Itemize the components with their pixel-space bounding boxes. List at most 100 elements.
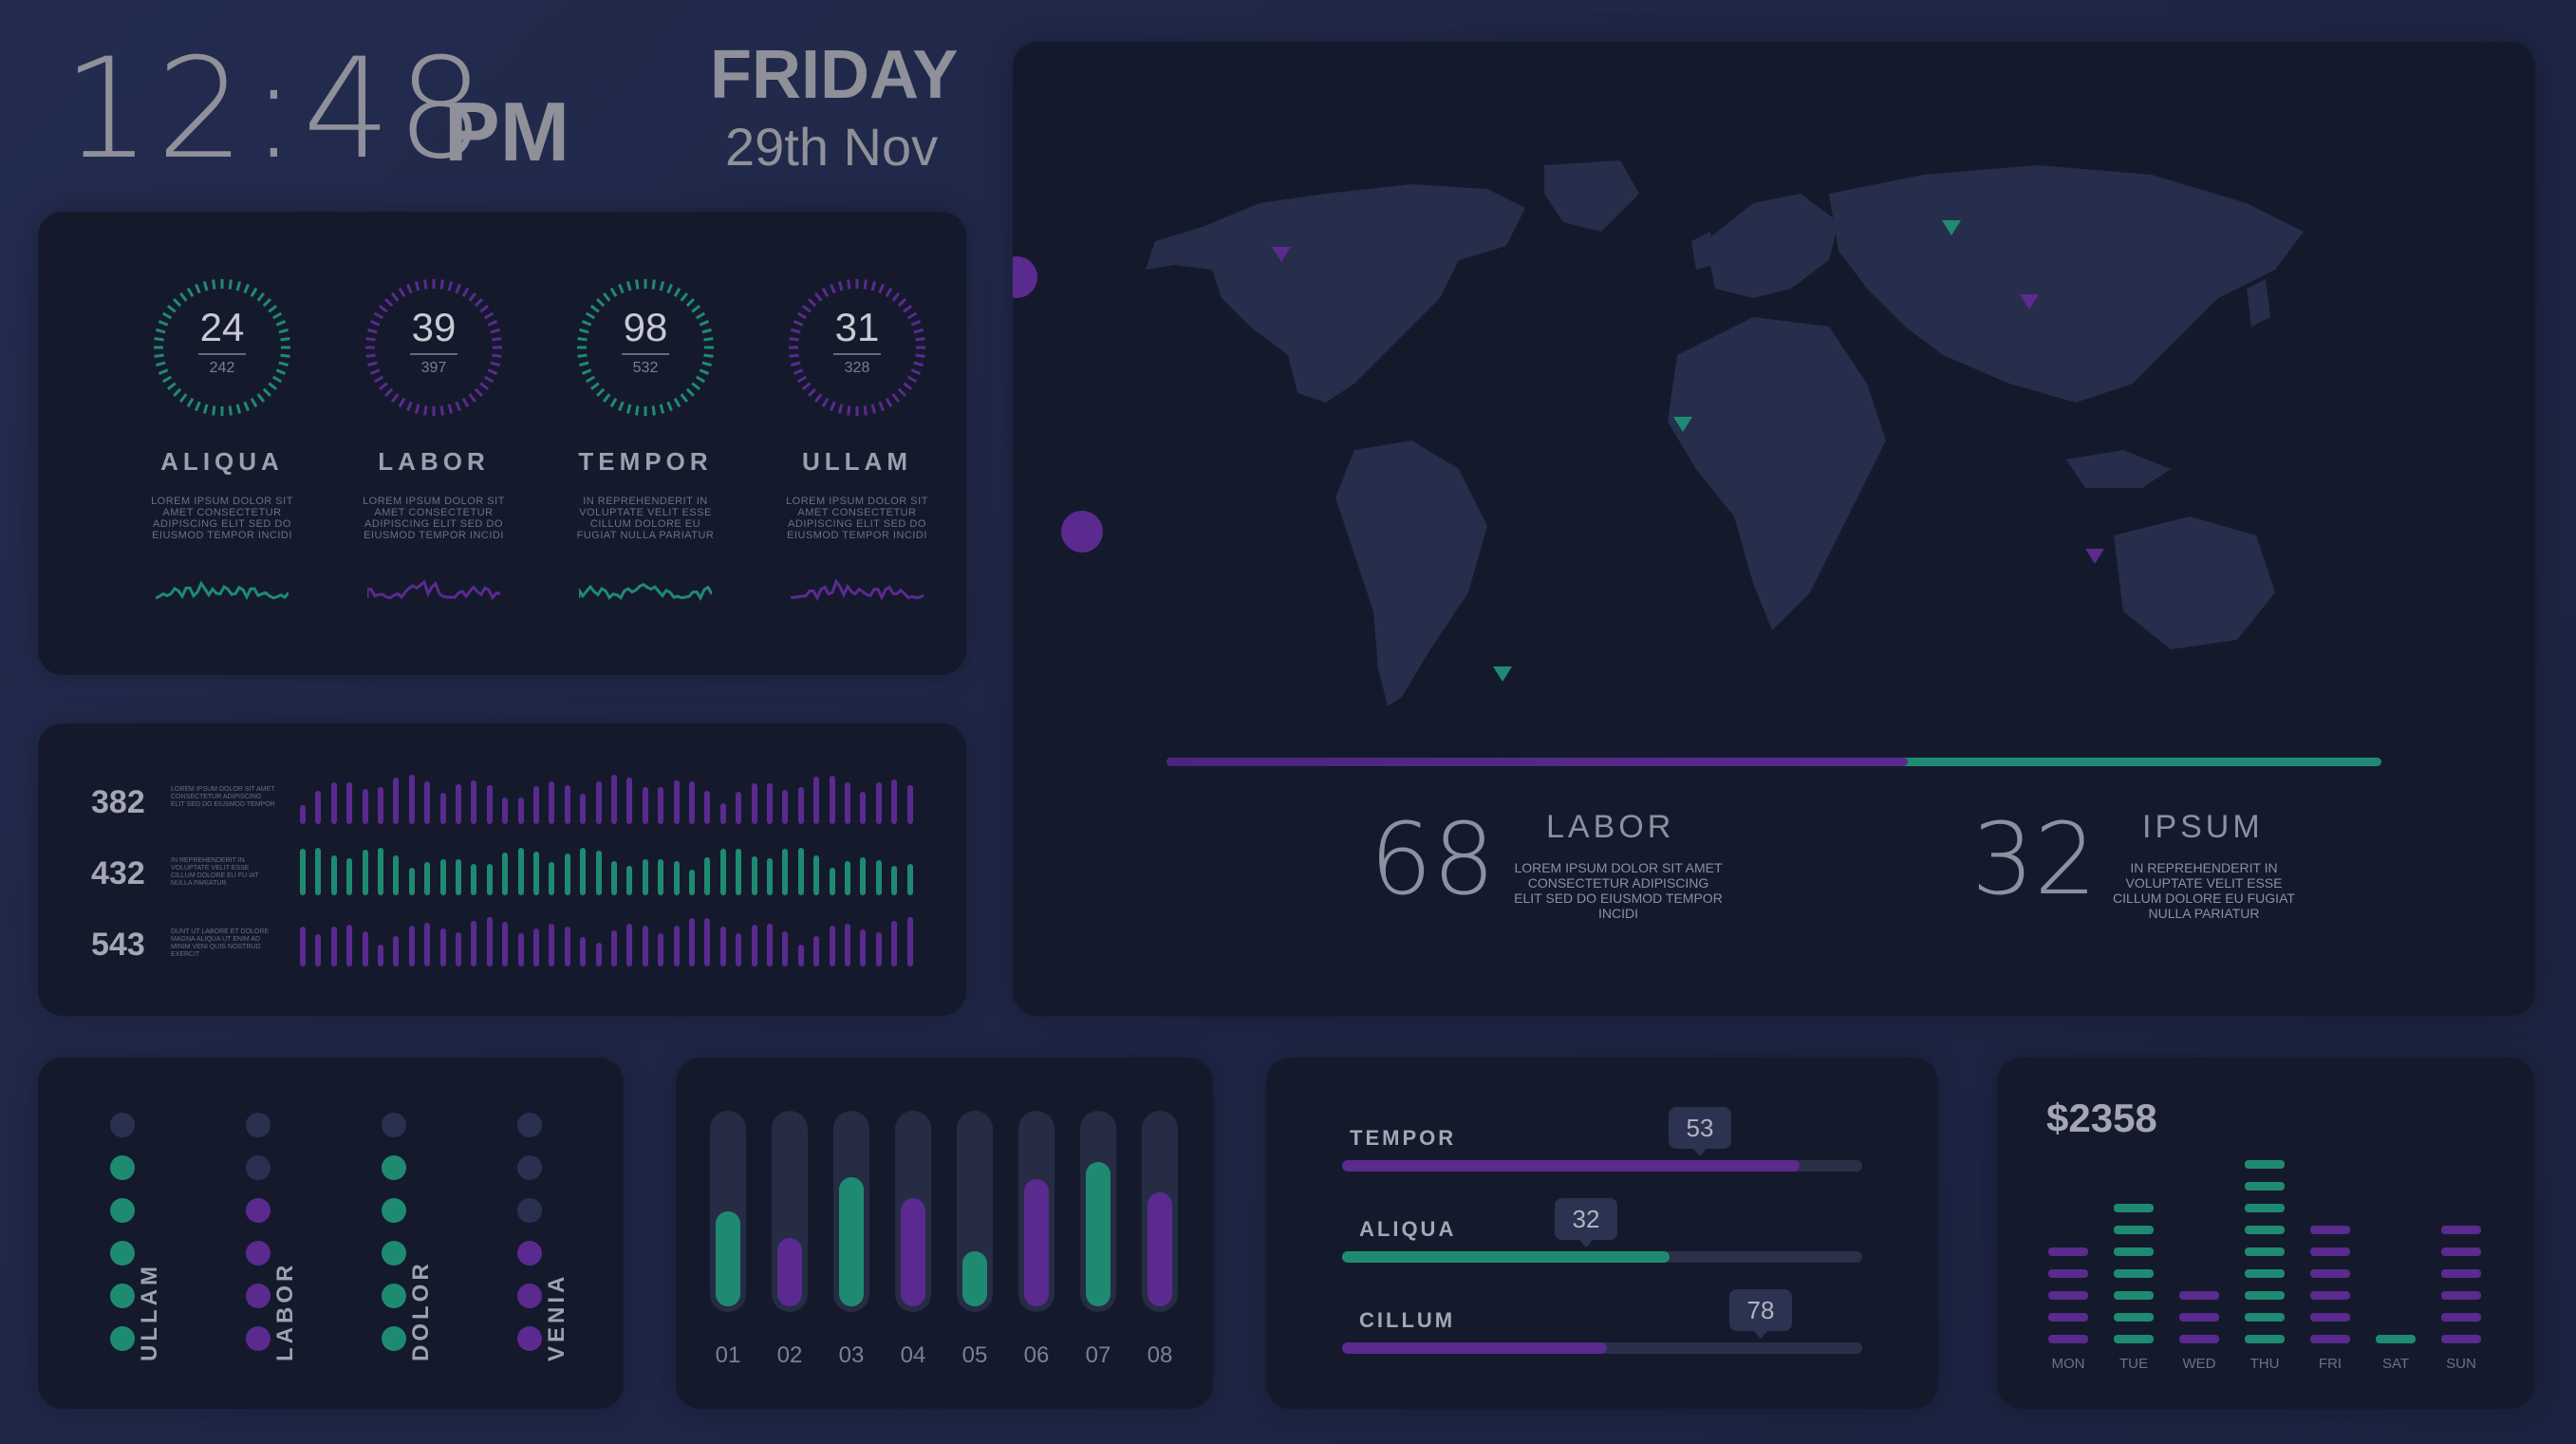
map-pin-icon[interactable] xyxy=(1013,628,1512,682)
gauge-aliqua: 24 242 ALIQUA LOREM IPSUM DOLOR SIT AMET CO… xyxy=(127,276,317,608)
map-pin-icon[interactable] xyxy=(1061,511,2104,564)
level-dot xyxy=(517,1155,542,1180)
weekly-segment xyxy=(2245,1291,2285,1300)
weekly-segment xyxy=(2048,1313,2088,1322)
row-bar xyxy=(533,928,539,966)
level-dot xyxy=(110,1284,135,1308)
map-pin-icon[interactable] xyxy=(1013,256,2039,309)
vbar-fill xyxy=(901,1198,925,1306)
row-bar xyxy=(860,792,867,824)
weekly-segment xyxy=(2245,1204,2285,1212)
vbar-track xyxy=(957,1111,993,1312)
row-bar xyxy=(486,863,493,895)
dot-column-label: LABOR xyxy=(272,1261,298,1361)
vbar-label: 07 xyxy=(1085,1342,1111,1368)
clock-time: 12:48 xyxy=(63,28,491,190)
bar-rows-panel: 382 LOREM IPSUM DOLOR SIT AMET CONSECTETU… xyxy=(38,723,966,1016)
level-dot xyxy=(110,1326,135,1351)
weekly-segment xyxy=(2310,1313,2350,1322)
row-value: 543 xyxy=(91,927,145,963)
gauge-sparkline xyxy=(367,579,500,601)
gauge-desc: LOREM IPSUM DOLOR SIT AMET CONSECTETUR A… xyxy=(786,496,928,541)
row-value: 432 xyxy=(91,855,145,891)
row-bar xyxy=(595,780,602,824)
gauge-desc: IN REPREHENDERIT IN VOLUPTATE VELIT ESSE… xyxy=(576,496,715,541)
vbar-track xyxy=(1080,1111,1116,1312)
gauge-title: ULLAM xyxy=(802,447,912,476)
row-bar xyxy=(642,925,648,966)
weekly-day-label: SUN xyxy=(2446,1356,2476,1372)
row-bar xyxy=(906,784,913,824)
vertical-bars-panel: 01 02 03 04 05 06 07 08 xyxy=(676,1058,1213,1409)
clock-ampm: PM xyxy=(444,84,569,178)
row-bar xyxy=(408,868,415,895)
row-bar xyxy=(393,854,400,895)
continent-japan xyxy=(2247,279,2270,327)
weekly-segment xyxy=(2114,1335,2154,1343)
row-bar xyxy=(424,781,431,824)
level-dot xyxy=(382,1241,406,1266)
level-dot xyxy=(110,1113,135,1137)
gauge-tempor: 98 532 TEMPOR IN REPREHENDERIT IN VOLUPTATE… xyxy=(551,276,740,608)
day-label: FRIDAY xyxy=(710,37,959,113)
level-dot xyxy=(382,1155,406,1180)
weekly-segment xyxy=(2114,1204,2154,1212)
row-bar xyxy=(829,926,835,966)
weekly-segment xyxy=(2441,1313,2481,1322)
row-bar xyxy=(549,861,555,895)
map-right-title: IPSUM xyxy=(2142,809,2264,845)
row-desc: DUNT UT LABORE ET DOLORE MAGNA ALIQUA UT… xyxy=(171,928,270,958)
row-bar xyxy=(378,786,383,824)
gauge-sparkline xyxy=(791,578,924,602)
row-bar xyxy=(564,927,570,966)
weekly-segment xyxy=(2376,1335,2416,1343)
level-dot xyxy=(246,1113,271,1137)
row-bar xyxy=(797,944,804,966)
clock: 12:48 xyxy=(63,28,491,190)
map-left-desc: LOREM IPSUM DOLOR SIT AMET CONSECTETUR A… xyxy=(1514,860,1723,921)
row-value: 382 xyxy=(91,784,145,820)
map-pin-icon[interactable] xyxy=(1013,182,1961,235)
map-pin-icon[interactable] xyxy=(1013,209,1291,262)
weekly-segment xyxy=(2048,1247,2088,1256)
gauge-value: 39 xyxy=(411,305,457,349)
row-bar xyxy=(408,775,415,824)
row-bar xyxy=(486,785,493,824)
row-bar xyxy=(330,855,337,895)
gauge-ticks xyxy=(154,279,290,416)
row-bar xyxy=(580,793,587,824)
row-bar xyxy=(346,781,353,824)
level-dot xyxy=(382,1198,406,1223)
weekly-segment xyxy=(2179,1335,2219,1343)
row-bar xyxy=(502,921,509,966)
row-bar xyxy=(751,782,757,824)
row-bar xyxy=(891,921,898,966)
row-desc: IN REPREHENDERIT IN VOLUPTATE VELIT ESSE… xyxy=(171,857,259,887)
row-bar xyxy=(689,869,695,895)
row-bar xyxy=(813,854,820,895)
hbar-label: ALIQUA xyxy=(1359,1217,1457,1241)
vbar-label: 06 xyxy=(1023,1342,1050,1368)
hbar-fill xyxy=(1342,1251,1671,1263)
weekly-segment xyxy=(2245,1226,2285,1234)
hbar-value-bubble: 32 xyxy=(1555,1198,1617,1247)
map-progress-track xyxy=(1167,758,2381,766)
map-right-desc: IN REPREHENDERIT IN VOLUPTATE VELIT ESSE… xyxy=(2113,860,2295,921)
row-bar xyxy=(595,943,602,966)
horizontal-bars-panel: TEMPOR 53 ALIQUA 32 CILLUM 78 xyxy=(1266,1058,1938,1409)
map-pin-icon[interactable] xyxy=(1013,379,1692,432)
level-dot xyxy=(517,1241,542,1266)
weekly-day-label: MON xyxy=(2051,1356,2085,1372)
weekly-segment xyxy=(2441,1269,2481,1278)
weekly-price: $2358 xyxy=(2046,1096,2157,1140)
vbar-track xyxy=(1142,1111,1178,1312)
row-bar xyxy=(502,797,509,824)
row-bar xyxy=(315,934,322,966)
row-bar xyxy=(439,928,446,966)
row-bar xyxy=(658,933,664,966)
weekly-segment xyxy=(2245,1313,2285,1322)
row-bar xyxy=(860,857,867,895)
row-bar xyxy=(891,866,898,895)
row-bar xyxy=(362,931,368,966)
level-dot xyxy=(517,1198,542,1223)
